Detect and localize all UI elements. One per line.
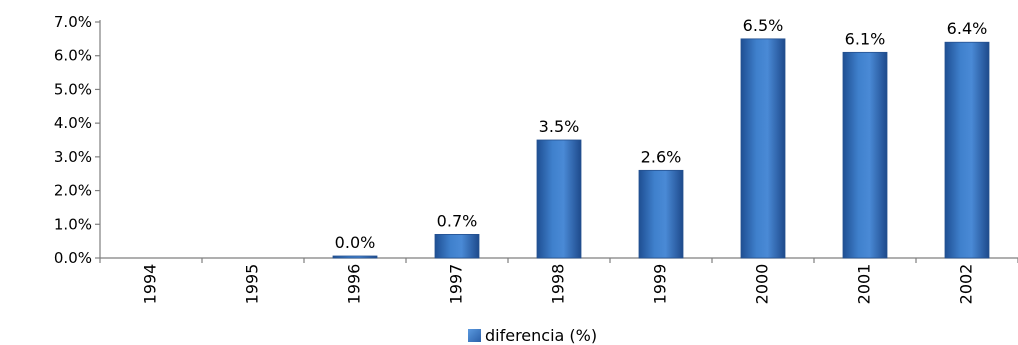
data-label-1999: 2.6%	[641, 147, 682, 166]
y-tick-label: 3.0%	[54, 148, 92, 166]
x-tick-label: 2002	[957, 264, 976, 305]
x-tick-label: 1996	[345, 264, 364, 305]
x-axis	[99, 257, 1018, 263]
data-label-2000: 6.5%	[743, 16, 784, 35]
bar-1996	[332, 255, 378, 259]
bar-2001	[842, 51, 888, 259]
data-label-1997: 0.7%	[437, 211, 478, 230]
y-tick-label: 2.0%	[54, 182, 92, 200]
bar-1998	[536, 139, 582, 259]
x-tick-label: 2001	[855, 264, 874, 305]
bars	[332, 38, 990, 259]
data-label-1998: 3.5%	[539, 117, 580, 136]
y-tick-label: 0.0%	[54, 249, 92, 267]
y-tick-label: 4.0%	[54, 114, 92, 132]
x-tick-label: 1997	[447, 264, 466, 305]
x-tick-label: 1995	[243, 264, 262, 305]
x-tick-label: 1994	[141, 264, 160, 305]
x-axis-ticks: 1994 1995 1996 1997 1998 1999 2000 2001 2002	[141, 264, 976, 305]
y-axis-ticks: 0.0% 1.0% 2.0% 3.0% 4.0% 5.0% 6.0% 7.0%	[54, 13, 100, 267]
y-tick-label: 7.0%	[54, 13, 92, 31]
data-label-1996: 0.0%	[335, 233, 376, 252]
y-tick-label: 6.0%	[54, 47, 92, 65]
bar-2002	[944, 41, 990, 259]
x-tick-label: 1999	[651, 264, 670, 305]
legend-label: diferencia (%)	[485, 326, 597, 345]
y-tick-label: 5.0%	[54, 80, 92, 98]
x-tick-label: 2000	[753, 264, 772, 305]
data-label-2001: 6.1%	[845, 29, 886, 48]
data-labels: 0.0% 0.7% 3.5% 2.6% 6.5% 6.1% 6.4%	[335, 16, 988, 252]
legend: diferencia (%)	[468, 326, 597, 345]
bar-1997	[434, 233, 480, 259]
x-tick-label: 1998	[549, 264, 568, 305]
bar-1999	[638, 169, 684, 259]
bar-2000	[740, 38, 786, 259]
y-tick-label: 1.0%	[54, 215, 92, 233]
data-label-2002: 6.4%	[947, 19, 988, 38]
legend-swatch	[468, 329, 481, 342]
